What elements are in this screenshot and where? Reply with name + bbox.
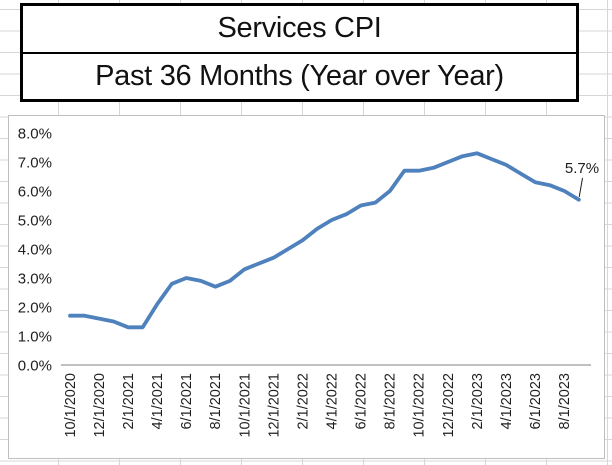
data-label-leader-line bbox=[578, 177, 583, 198]
y-axis-tick-label: 7.0% bbox=[18, 154, 52, 171]
x-axis-tick-label: 12/1/2022 bbox=[441, 373, 457, 438]
x-axis-tick-label: 8/1/2022 bbox=[383, 373, 399, 429]
x-axis-tick-label: 10/1/2022 bbox=[412, 373, 428, 438]
end-data-label: 5.7% bbox=[565, 160, 599, 177]
y-axis-tick-label: 4.0% bbox=[18, 241, 52, 258]
x-axis-tick-label: 6/1/2023 bbox=[528, 373, 544, 429]
y-axis-tick-label: 3.0% bbox=[18, 270, 52, 287]
x-axis-tick-label: 2/1/2021 bbox=[121, 373, 137, 429]
chart-plot-area: 0.0% 1.0% 2.0% 3.0% 4.0% 5.0% 6.0% 7.0% 8.0% 10/1… bbox=[18, 125, 599, 438]
y-axis-tick-label: 0.0% bbox=[18, 357, 52, 374]
x-axis-tick-label: 10/1/2021 bbox=[237, 373, 253, 438]
chart-title-box: Services CPI Past 36 Months (Year over Y… bbox=[20, 3, 579, 102]
series-line bbox=[68, 151, 581, 330]
y-axis-tick-label: 6.0% bbox=[18, 183, 52, 200]
x-axis-tick-label: 12/1/2021 bbox=[266, 373, 282, 438]
y-axis-tick-label: 2.0% bbox=[18, 299, 52, 316]
cpi-line-chart[interactable]: 0.0% 1.0% 2.0% 3.0% 4.0% 5.0% 6.0% 7.0% 8.0% 10/1… bbox=[8, 115, 605, 459]
y-axis-tick-label: 8.0% bbox=[18, 125, 52, 142]
x-axis-tick-label: 2/1/2022 bbox=[295, 373, 311, 429]
x-axis-tick-label: 4/1/2022 bbox=[325, 373, 341, 429]
x-axis-tick-label: 6/1/2022 bbox=[354, 373, 370, 429]
chart-title-line1: Services CPI bbox=[23, 6, 576, 54]
x-axis-tick-label: 8/1/2023 bbox=[557, 373, 573, 429]
y-axis-tick-label: 5.0% bbox=[18, 212, 52, 229]
x-axis-tick-label: 2/1/2023 bbox=[470, 373, 486, 429]
x-axis-tick-label: 4/1/2021 bbox=[150, 373, 166, 429]
chart-title-line2: Past 36 Months (Year over Year) bbox=[95, 59, 504, 92]
x-axis-tick-label: 10/1/2020 bbox=[63, 373, 79, 438]
x-axis-tick-label: 12/1/2020 bbox=[92, 373, 108, 438]
x-axis-tick-label: 4/1/2023 bbox=[499, 373, 515, 429]
y-axis-tick-label: 1.0% bbox=[18, 328, 52, 345]
x-axis-tick-label: 6/1/2021 bbox=[179, 373, 195, 429]
x-axis-tick-label: 8/1/2021 bbox=[208, 373, 224, 429]
